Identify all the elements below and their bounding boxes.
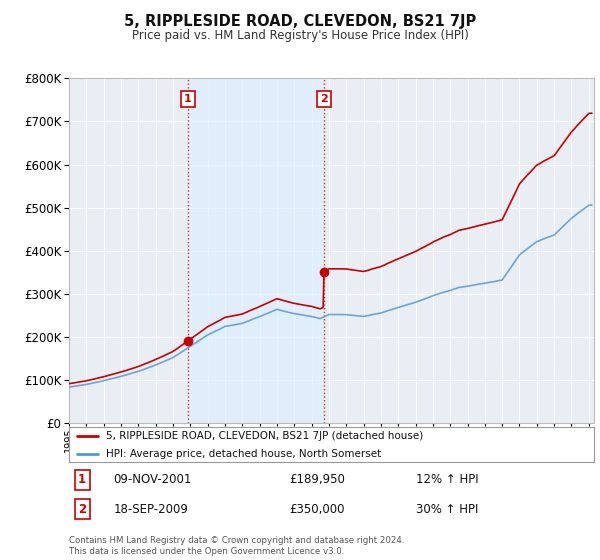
- Bar: [188, 78, 324, 423]
- Text: Price paid vs. HM Land Registry's House Price Index (HPI): Price paid vs. HM Land Registry's House …: [131, 29, 469, 42]
- Text: 30% ↑ HPI: 30% ↑ HPI: [415, 502, 478, 516]
- Text: Contains HM Land Registry data © Crown copyright and database right 2024.
This d: Contains HM Land Registry data © Crown c…: [69, 536, 404, 556]
- Text: 18-SEP-2009: 18-SEP-2009: [113, 502, 188, 516]
- Text: £350,000: £350,000: [290, 502, 345, 516]
- Text: 2: 2: [320, 94, 328, 104]
- Text: 1: 1: [184, 94, 192, 104]
- Text: 2: 2: [78, 502, 86, 516]
- Text: 1: 1: [78, 473, 86, 487]
- Text: HPI: Average price, detached house, North Somerset: HPI: Average price, detached house, Nort…: [106, 449, 381, 459]
- Text: 09-NOV-2001: 09-NOV-2001: [113, 473, 192, 487]
- Text: 5, RIPPLESIDE ROAD, CLEVEDON, BS21 7JP (detached house): 5, RIPPLESIDE ROAD, CLEVEDON, BS21 7JP (…: [106, 431, 423, 441]
- Text: £189,950: £189,950: [290, 473, 346, 487]
- Text: 5, RIPPLESIDE ROAD, CLEVEDON, BS21 7JP: 5, RIPPLESIDE ROAD, CLEVEDON, BS21 7JP: [124, 14, 476, 29]
- Text: 12% ↑ HPI: 12% ↑ HPI: [415, 473, 478, 487]
